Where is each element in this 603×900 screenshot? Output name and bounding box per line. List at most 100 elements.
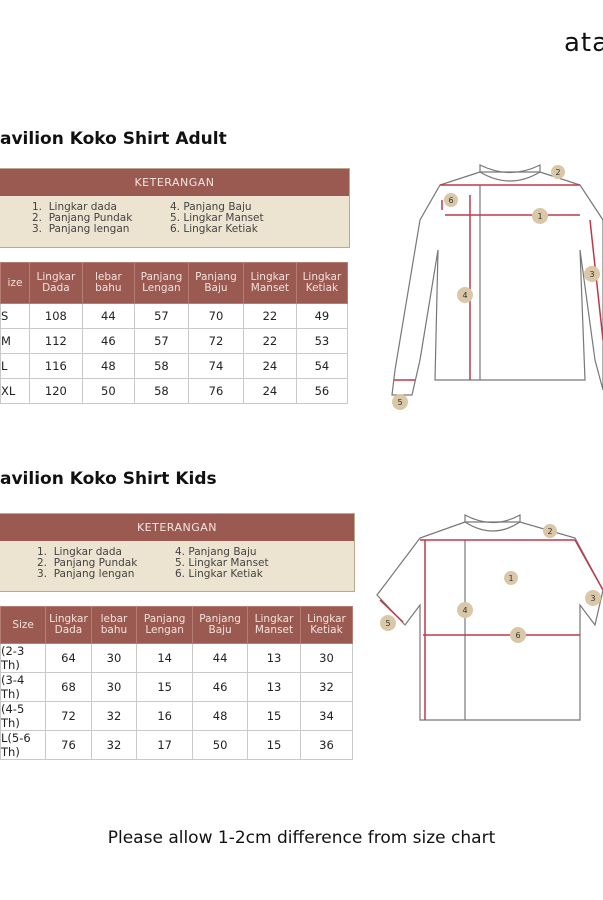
table-cell: 76 [187, 378, 244, 404]
marker-1: 1 [508, 574, 513, 583]
legend-left: 1. Lingkar dada 2. Panjang Pundak 3. Pan… [32, 201, 133, 235]
table-cell: XL [0, 378, 30, 404]
marker-3: 3 [589, 270, 594, 279]
table-cell: 54 [295, 353, 349, 379]
table-cell: L(5-6 Th) [0, 730, 47, 760]
table-cell: 17 [136, 730, 194, 760]
table-cell: 13 [247, 643, 301, 673]
table-cell: (4-5 Th) [0, 701, 47, 731]
table-cell: 58 [133, 378, 189, 404]
column-header: Size [0, 606, 47, 644]
table-cell: 30 [299, 643, 354, 673]
table-cell: 50 [81, 378, 135, 404]
table-cell: 46 [81, 328, 135, 354]
table-cell: 68 [45, 672, 92, 702]
table-cell: 22 [242, 303, 297, 329]
column-header: Lingkar Ketiak [295, 262, 349, 304]
table-cell: 13 [247, 672, 301, 702]
legend-right: 4. Panjang Baju 5. Lingkar Manset 6. Lin… [175, 546, 269, 580]
table-cell: M [0, 328, 30, 354]
table-cell: 48 [192, 701, 249, 731]
marker-5: 5 [385, 619, 390, 628]
marker-4: 4 [462, 291, 467, 300]
legend-left: 1. Lingkar dada 2. Panjang Pundak 3. Pan… [37, 546, 138, 580]
table-row: XL 120 50 58 76 24 56 [0, 378, 349, 404]
table-cell: 16 [136, 701, 194, 731]
table-cell: 44 [81, 303, 135, 329]
header-row: Size Lingkar Dada lebar bahu Panjang Lengan… [0, 606, 354, 644]
kids-title: avilion Koko Shirt Kids [0, 469, 217, 489]
table-cell: 53 [295, 328, 349, 354]
legend-header: KETERANGAN [0, 169, 349, 196]
table-cell: 44 [192, 643, 249, 673]
table-cell: 32 [90, 701, 138, 731]
table-row: L 116 48 58 74 24 54 [0, 353, 349, 379]
table-cell: 74 [187, 353, 244, 379]
column-header: Lingkar Ketiak [299, 606, 354, 644]
column-header: lebar bahu [81, 262, 135, 304]
marker-6: 6 [448, 196, 453, 205]
adult-legend: KETERANGAN 1. Lingkar dada 2. Panjang Pu… [0, 168, 350, 248]
marker-2: 2 [547, 527, 552, 536]
size-disclaimer: Please allow 1-2cm difference from size … [107, 828, 496, 848]
column-header: ize [0, 262, 30, 304]
table-cell: 15 [247, 701, 301, 731]
marker-4: 4 [462, 606, 467, 615]
table-cell: 72 [45, 701, 92, 731]
kids-legend: KETERANGAN 1. Lingkar dada 2. Panjang Pu… [0, 513, 355, 592]
table-cell: 64 [45, 643, 92, 673]
table-cell: 76 [45, 730, 92, 760]
table-cell: 49 [295, 303, 349, 329]
column-header: Panjang Lengan [136, 606, 194, 644]
table-cell: L [0, 353, 30, 379]
column-header: Panjang Baju [187, 262, 244, 304]
table-cell: 108 [28, 303, 83, 329]
table-cell: 34 [299, 701, 354, 731]
header-row: ize Lingkar Dada lebar bahu Panjang Lengan P… [0, 262, 349, 304]
marker-1: 1 [537, 212, 542, 221]
table-cell: (3-4 Th) [0, 672, 47, 702]
table-cell: 22 [242, 328, 297, 354]
table-cell: 14 [136, 643, 194, 673]
table-row: M 112 46 57 72 22 53 [0, 328, 349, 354]
marker-2: 2 [555, 168, 560, 177]
table-cell: 57 [133, 303, 189, 329]
table-cell: 32 [299, 672, 354, 702]
table-cell: 120 [28, 378, 83, 404]
legend-right: 4. Panjang Baju 5. Lingkar Manset 6. Lin… [170, 201, 264, 235]
adult-shirt-diagram: 2 1 3 4 5 6 [391, 164, 603, 410]
table-row: (4-5 Th) 72 32 16 48 15 34 [0, 701, 354, 731]
table-cell: 30 [90, 643, 138, 673]
marker-3: 3 [590, 594, 595, 603]
column-header: Lingkar Dada [45, 606, 92, 644]
table-cell: 30 [90, 672, 138, 702]
column-header: Lingkar Dada [28, 262, 83, 304]
marker-6: 6 [515, 631, 520, 640]
table-cell: 72 [187, 328, 244, 354]
table-cell: 24 [242, 378, 297, 404]
kids-shirt-diagram: 2 1 3 4 5 6 [376, 513, 603, 721]
table-cell: (2-3 Th) [0, 643, 47, 673]
marker-5: 5 [397, 398, 402, 407]
table-row: L(5-6 Th) 76 32 17 50 15 36 [0, 730, 354, 760]
table-cell: 50 [192, 730, 249, 760]
table-cell: 36 [299, 730, 354, 760]
column-header: Lingkar Manset [242, 262, 297, 304]
table-cell: 15 [247, 730, 301, 760]
adult-title: avilion Koko Shirt Adult [0, 129, 227, 149]
table-cell: 57 [133, 328, 189, 354]
table-row: (2-3 Th) 64 30 14 44 13 30 [0, 643, 354, 673]
legend-header: KETERANGAN [0, 514, 354, 541]
table-row: (3-4 Th) 68 30 15 46 13 32 [0, 672, 354, 702]
adult-size-table: ize Lingkar Dada lebar bahu Panjang Lengan P… [0, 262, 349, 404]
table-cell: 56 [295, 378, 349, 404]
kids-size-table: Size Lingkar Dada lebar bahu Panjang Lengan… [0, 606, 354, 760]
table-cell: 48 [81, 353, 135, 379]
table-cell: 58 [133, 353, 189, 379]
table-cell: 24 [242, 353, 297, 379]
table-cell: 116 [28, 353, 83, 379]
table-cell: 112 [28, 328, 83, 354]
column-header: Panjang Baju [192, 606, 249, 644]
table-row: S 108 44 57 70 22 49 [0, 303, 349, 329]
brand-logo: ata [563, 28, 603, 58]
